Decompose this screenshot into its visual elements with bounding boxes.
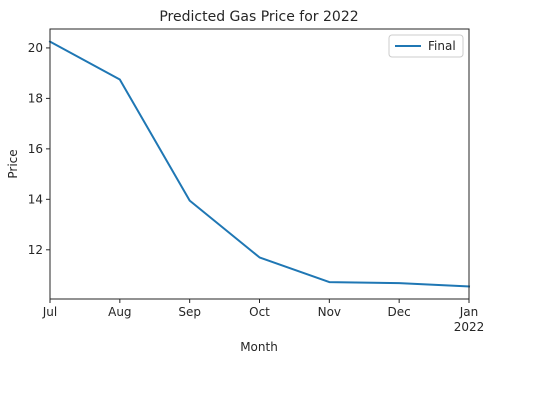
legend-label: Final — [428, 39, 456, 53]
x-tick-label: Sep — [178, 305, 201, 319]
x-tick-label: Jan — [459, 305, 479, 319]
x-tick-sublabel: 2022 — [454, 320, 485, 334]
y-axis-ticks: 12 14 16 18 20 — [28, 41, 50, 257]
x-tick-label: Nov — [318, 305, 341, 319]
x-axis-label: Month — [240, 340, 278, 354]
y-tick-label: 14 — [28, 192, 43, 206]
series-layer — [48, 40, 471, 288]
y-tick-label: 18 — [28, 91, 43, 105]
y-tick-label: 12 — [28, 243, 43, 257]
series-line-final — [48, 40, 471, 288]
x-tick-label: Oct — [249, 305, 270, 319]
y-axis-label: Price — [6, 149, 20, 178]
y-tick-label: 20 — [28, 41, 43, 55]
x-tick-label: Jul — [42, 305, 57, 319]
y-tick-label: 16 — [28, 142, 43, 156]
x-tick-label: Dec — [388, 305, 411, 319]
legend: Final — [388, 34, 464, 58]
x-tick-label: Aug — [108, 305, 131, 319]
chart-title: Predicted Gas Price for 2022 — [159, 9, 358, 25]
legend-box — [388, 34, 464, 58]
axes-frame — [49, 28, 470, 300]
